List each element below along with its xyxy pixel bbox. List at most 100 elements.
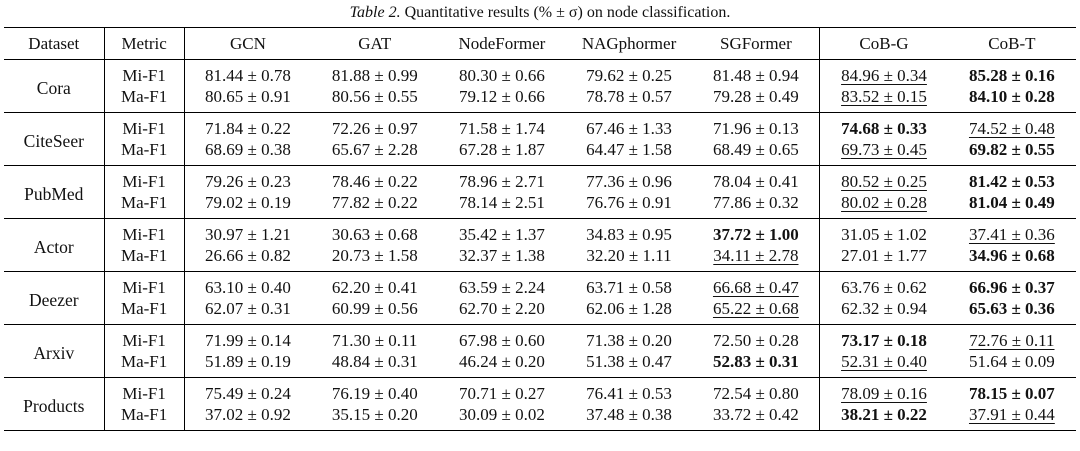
value: 78.96 ± 2.71 [458,172,545,191]
value: 62.70 ± 2.20 [458,299,545,318]
second-best-value: 37.91 ± 0.44 [968,405,1055,424]
table-row: Deezer Mi-F1 63.10 ± 0.40 62.20 ± 0.41 63.59… [4,271,1076,325]
dataset-name: Actor [4,218,105,272]
value: 62.32 ± 0.94 [841,299,927,318]
second-best-value: 37.41 ± 0.36 [968,225,1055,244]
table-row: Arxiv Mi-F1 71.99 ± 0.14 71.30 ± 0.11 67.98 … [4,324,1076,378]
result-cell: 32.37 ± 1.38 [438,245,566,272]
value: 33.72 ± 0.42 [712,405,799,424]
header-method: GAT [311,27,439,60]
result-cell: 66.96 ± 0.37 [948,272,1076,299]
value: 76.19 ± 0.40 [331,384,418,403]
value: 35.42 ± 1.37 [458,225,545,244]
best-value: 78.15 ± 0.07 [968,384,1055,403]
value: 63.59 ± 2.24 [458,278,545,297]
dataset-name: Deezer [4,271,105,325]
result-cell: 84.96 ± 0.34 [820,60,948,87]
result-cell: 85.28 ± 0.16 [948,60,1076,87]
value: 79.12 ± 0.66 [458,87,545,106]
result-cell: 35.42 ± 1.37 [438,219,565,246]
result-cell: 34.11 ± 2.78 [692,245,821,272]
result-cell: 78.96 ± 2.71 [438,166,565,193]
result-cell: 37.72 ± 1.00 [692,218,821,245]
table-row: Ma-F1 37.02 ± 0.92 35.15 ± 0.20 30.09 ± 0.0… [4,404,1076,431]
best-value: 66.96 ± 0.37 [968,278,1055,297]
result-cell: 51.64 ± 0.09 [947,351,1076,378]
best-value: 81.04 ± 0.49 [968,193,1055,212]
second-best-value: 78.09 ± 0.16 [841,384,927,403]
value: 67.28 ± 1.87 [458,140,545,159]
metric-name: Ma-F1 [104,192,185,219]
value: 78.78 ± 0.57 [586,87,672,106]
dataset-name: Products [4,377,105,431]
result-cell: 81.88 ± 0.99 [311,60,438,87]
second-best-value: 80.02 ± 0.28 [841,193,927,212]
results-table: Dataset Metric GCN GAT NodeFormer NAGpho… [4,27,1076,431]
header-method: CoB-G [819,27,948,60]
table-row: Ma-F1 79.02 ± 0.19 77.82 ± 0.22 78.14 ± 2.5… [4,192,1076,219]
result-cell: 84.10 ± 0.28 [947,86,1076,113]
value: 71.58 ± 1.74 [458,119,545,138]
value: 51.89 ± 0.19 [205,352,291,371]
result-cell: 72.54 ± 0.80 [692,377,821,404]
value: 46.24 ± 0.20 [458,352,545,371]
result-cell: 71.96 ± 0.13 [692,112,821,139]
result-cell: 81.44 ± 0.78 [184,60,311,87]
result-cell: 65.67 ± 2.28 [311,139,439,166]
result-cell: 71.30 ± 0.11 [311,325,438,352]
value: 68.49 ± 0.65 [712,140,799,159]
result-cell: 33.72 ± 0.42 [692,404,821,431]
value: 62.07 ± 0.31 [205,299,291,318]
value: 68.69 ± 0.38 [205,140,291,159]
result-cell: 72.50 ± 0.28 [692,324,821,351]
best-value: 65.63 ± 0.36 [968,299,1055,318]
result-cell: 30.97 ± 1.21 [184,219,311,246]
result-cell: 67.46 ± 1.33 [565,113,692,140]
result-cell: 34.96 ± 0.68 [947,245,1076,272]
header-method: NodeFormer [438,27,566,60]
result-cell: 79.12 ± 0.66 [438,86,566,113]
result-cell: 60.99 ± 0.56 [311,298,439,325]
result-cell: 31.05 ± 1.02 [820,219,948,246]
best-value: 34.96 ± 0.68 [968,246,1055,265]
metric-name: Ma-F1 [104,245,185,272]
value: 72.54 ± 0.80 [712,384,799,403]
metric-name: Mi-F1 [104,59,185,86]
second-best-value: 74.52 ± 0.48 [968,119,1055,138]
result-cell: 80.65 ± 0.91 [184,86,312,113]
value: 63.76 ± 0.62 [841,278,927,297]
value: 80.65 ± 0.91 [205,87,291,106]
value: 51.64 ± 0.09 [968,352,1055,371]
result-cell: 65.22 ± 0.68 [692,298,821,325]
result-cell: 72.76 ± 0.11 [948,325,1076,352]
table-row: Cora Mi-F1 81.44 ± 0.78 81.88 ± 0.99 80.30 ±… [4,59,1076,113]
result-cell: 30.09 ± 0.02 [438,404,566,431]
result-cell: 81.48 ± 0.94 [692,59,821,86]
value: 75.49 ± 0.24 [205,384,291,403]
table-row: Ma-F1 26.66 ± 0.82 20.73 ± 1.58 32.37 ± 1.3… [4,245,1076,272]
result-cell: 81.04 ± 0.49 [947,192,1076,219]
table-row: Actor Mi-F1 30.97 ± 1.21 30.63 ± 0.68 35.42 … [4,218,1076,272]
header-method: NAGphormer [565,27,693,60]
header-method: SGFormer [692,27,821,60]
result-cell: 63.10 ± 0.40 [184,272,311,299]
metric-name: Mi-F1 [104,218,185,245]
result-cell: 78.09 ± 0.16 [820,378,948,405]
result-cell: 78.15 ± 0.07 [948,378,1076,405]
value: 51.38 ± 0.47 [586,352,672,371]
value: 71.99 ± 0.14 [205,331,291,350]
second-best-value: 72.76 ± 0.11 [969,331,1055,350]
second-best-value: 69.73 ± 0.45 [841,140,927,159]
result-cell: 77.82 ± 0.22 [311,192,439,219]
value: 71.30 ± 0.11 [332,331,418,350]
second-best-value: 52.31 ± 0.40 [841,352,927,371]
metric-name: Ma-F1 [104,139,185,166]
result-cell: 80.56 ± 0.55 [311,86,439,113]
result-cell: 71.58 ± 1.74 [438,113,565,140]
result-cell: 37.02 ± 0.92 [184,404,312,431]
value: 71.38 ± 0.20 [586,331,672,350]
result-cell: 26.66 ± 0.82 [184,245,312,272]
value: 78.04 ± 0.41 [712,172,799,191]
value: 80.30 ± 0.66 [458,66,545,85]
result-cell: 79.26 ± 0.23 [184,166,311,193]
